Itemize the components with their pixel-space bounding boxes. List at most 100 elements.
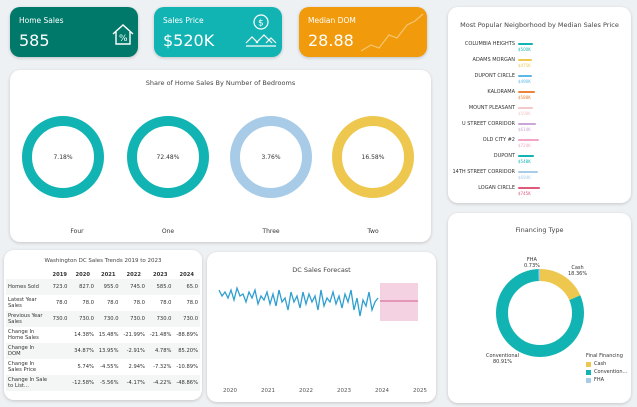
bedroom-donut-two[interactable]: 16.58% xyxy=(330,114,416,210)
bedrooms-title: Share of Home Sales By Number of Bedroom… xyxy=(145,79,296,87)
kpi-sales-price[interactable]: Sales Price $520K $ xyxy=(154,7,282,57)
donut-ring xyxy=(230,116,312,198)
year-header: 2021 xyxy=(101,271,116,278)
neighborhood-value: $588K xyxy=(518,95,531,100)
table-cell: -21.48% xyxy=(149,332,172,338)
neighborhood-name: MOUNT PLEASANT xyxy=(468,105,515,111)
dollar-houses-icon: $ xyxy=(245,14,277,47)
neighborhood-name: DUPONT CIRCLE xyxy=(474,73,515,79)
kpi-sales-price-label: Sales Price xyxy=(163,16,204,25)
bedroom-donut-one[interactable]: 72.48% xyxy=(125,114,211,210)
neighborhood-row[interactable]: COLUMBIA HEIGHTS $500K xyxy=(448,41,631,57)
x-tick: 2022 xyxy=(299,388,313,394)
bedroom-donut-three[interactable]: 3.76% xyxy=(228,114,314,210)
bedrooms-card: Share of Home Sales By Number of Bedroom… xyxy=(10,70,431,242)
trend-line-icon xyxy=(360,13,424,52)
table-cell: 745.0 xyxy=(130,284,145,290)
label-name: FHA xyxy=(526,257,537,263)
financing-title: Financing Type xyxy=(515,226,564,234)
neighborhood-name: LOGAN CIRCLE xyxy=(478,185,515,191)
kpi-median-dom[interactable]: Median DOM 28.88 xyxy=(299,7,427,57)
financing-label-conventional: Conventional 80.91% xyxy=(486,353,519,365)
neighborhood-row[interactable]: U STREET CORRIDOR $614K xyxy=(448,121,631,137)
financing-card: Financing Type FHA 0.73% Cash 18.36% Con… xyxy=(448,213,631,403)
neighborhood-row[interactable]: DUPONT $548K xyxy=(448,153,631,169)
kpi-home-sales[interactable]: Home Sales 585 % xyxy=(10,7,138,57)
table-cell: 85.20% xyxy=(178,348,198,354)
table-cell: 13.95% xyxy=(98,348,119,354)
table-cell xyxy=(50,359,69,375)
table-cell: -21.99% xyxy=(123,332,145,338)
table-cell: 730.0 xyxy=(103,316,119,322)
table-row: Change In Home Sales 14.38% 15.48% -21.99% -… xyxy=(6,327,200,343)
legend-label: Convention... xyxy=(594,369,628,375)
financing-slice[interactable] xyxy=(496,269,584,357)
label-pct: 80.91% xyxy=(492,359,513,365)
neighborhood-bar xyxy=(518,187,540,189)
neighborhood-name: ADAMS MORGAN xyxy=(472,57,515,63)
neighborhood-row[interactable]: OLD CITY #2 $724K xyxy=(448,137,631,153)
financing-slice[interactable] xyxy=(496,269,584,357)
svg-text:$: $ xyxy=(258,19,264,29)
neighborhood-value: $724K xyxy=(518,143,531,148)
financing-donut[interactable] xyxy=(495,268,585,358)
donut-ring xyxy=(22,116,104,198)
row-label: Change In Home Sales xyxy=(8,329,39,341)
neighborhood-name: 14TH STREET CORRIDOR xyxy=(452,169,515,175)
label-pct: 0.73% xyxy=(524,263,540,269)
table-row: Previous Year Sales 730.0 730.0 730.0 730.0 7… xyxy=(6,311,200,327)
trends-card: Washington DC Sales Trends 2019 to 2023 … xyxy=(4,250,202,400)
kpi-median-dom-value: 28.88 xyxy=(308,31,354,50)
neighborhood-bar xyxy=(518,171,538,173)
forecast-history-line xyxy=(218,285,379,317)
table-cell: -48.86% xyxy=(176,380,198,386)
table-cell: -2.91% xyxy=(126,348,145,354)
table-cell: 585.0 xyxy=(156,284,172,290)
table-row: Change In Sales Price 5.74% -4.55% 2.94% -7.… xyxy=(6,359,200,375)
table-row: Change In Sale to List... -12.58% -5.56% -4… xyxy=(6,375,200,391)
bedroom-donut-four[interactable]: 7.18% xyxy=(20,114,106,210)
table-cell: 730.0 xyxy=(130,316,145,322)
forecast-chart[interactable] xyxy=(217,280,429,380)
legend-item-fha[interactable]: FHA xyxy=(586,377,627,383)
neighborhood-row[interactable]: MOUNT PLEASANT $508K xyxy=(448,105,631,121)
table-cell: -4.55% xyxy=(100,364,119,370)
neighborhood-list: COLUMBIA HEIGHTS $500K ADAMS MORGAN $475K DU… xyxy=(448,41,631,201)
table-cell: 65.0 xyxy=(186,284,198,290)
kpi-home-sales-label: Home Sales xyxy=(19,16,64,25)
neighborhood-row[interactable]: ADAMS MORGAN $475K xyxy=(448,57,631,73)
neighborhood-value: $500K xyxy=(518,47,531,52)
table-cell: 730.0 xyxy=(183,316,198,322)
svg-text:%: % xyxy=(119,34,128,44)
kpi-sales-price-value: $520K xyxy=(163,31,215,50)
table-row: Change In DOM 34.87% 13.95% -2.91% 4.78% 85.2… xyxy=(6,343,200,359)
legend-item-cash[interactable]: Cash xyxy=(586,361,627,367)
table-cell: -10.89% xyxy=(176,364,198,370)
table-row: Latest Year Sales 78.0 78.0 78.0 78.0 78.0 78.… xyxy=(6,295,200,311)
table-cell: 14.38% xyxy=(74,332,94,338)
table-cell: 730.0 xyxy=(156,316,172,322)
table-cell: 730.0 xyxy=(52,316,68,322)
legend-label: FHA xyxy=(594,377,605,383)
neighborhood-row[interactable]: DUPONT CIRCLE $490K xyxy=(448,73,631,89)
legend-item-conventional[interactable]: Convention... xyxy=(586,369,627,375)
donut-ring xyxy=(127,116,209,198)
table-cell: -12.58% xyxy=(72,380,94,386)
table-cell xyxy=(50,327,69,343)
neighborhood-row[interactable]: LOGAN CIRCLE $745K xyxy=(448,185,631,201)
neighborhood-row[interactable]: 14TH STREET CORRIDOR $694K xyxy=(448,169,631,185)
table-header-row: 2019 2020 2021 2022 2023 2024 xyxy=(6,270,200,279)
bedroom-pct: 16.58% xyxy=(361,154,385,161)
neighborhood-row[interactable]: KALORAMA $588K xyxy=(448,89,631,105)
donut-ring xyxy=(332,116,414,198)
row-label: Change In DOM xyxy=(8,345,35,357)
forecast-confidence-band xyxy=(380,283,418,321)
neighborhood-title: Most Popular Neigborhood by Median Sales… xyxy=(460,21,619,29)
bedroom-label-two: Two xyxy=(367,228,379,235)
bedroom-label-one: One xyxy=(161,228,175,235)
x-tick: 2021 xyxy=(261,388,275,394)
row-label: Latest Year Sales xyxy=(8,297,37,309)
table-cell: -88.89% xyxy=(176,332,198,338)
table-cell xyxy=(50,343,69,359)
table-cell: 4.78% xyxy=(154,348,172,354)
